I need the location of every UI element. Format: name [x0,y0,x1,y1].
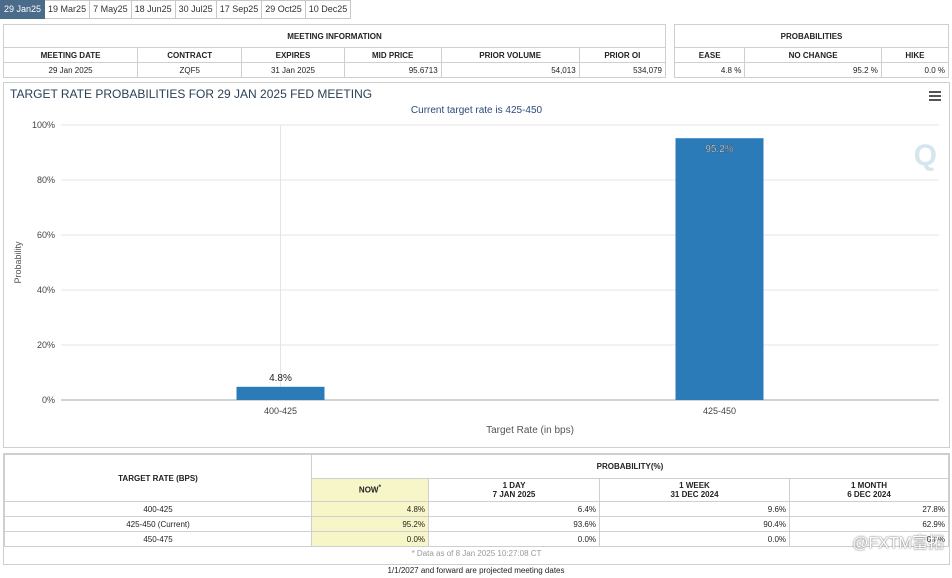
meeting-date-value: 29 Jan 2025 [2,62,139,78]
probability-history-panel: TARGET RATE (BPS) PROBABILITY(%) NOW* 1 … [3,453,950,565]
expires-value: 31 Jan 2025 [241,62,345,78]
table-row: 400-425 4.8% 6.4% 9.6% 27.8% [4,501,949,517]
rate-cell: 450-475 [4,531,312,547]
col-1week-label: 1 WEEK [679,480,710,490]
one-month-cell: 0.0% [789,531,949,547]
one-week-cell: 90.4% [599,516,790,532]
y-tick-label: 40% [37,285,55,295]
meeting-information-title: MEETING INFORMATION [3,24,666,48]
col-1day-label: 1 DAY [502,480,526,490]
one-week-cell: 0.0% [599,531,790,547]
y-tick-label: 60% [37,230,55,240]
x-tick-label: 425-450 [703,406,736,416]
tab-10-dec25[interactable]: 10 Dec25 [305,0,352,19]
col-1week-header: 1 WEEK 31 DEC 2024 [599,477,790,502]
data-as-of-note: * Data as of 8 Jan 2025 10:27:08 CT [411,549,542,558]
col-now-header: NOW* [311,477,429,502]
y-axis-label: Probability [13,241,23,284]
now-cell: 0.0% [311,531,429,547]
col-now-label: NOW [358,486,379,496]
col-1day-date: 7 JAN 2025 [492,489,536,499]
ease-value: 4.8 % [673,62,746,78]
probability-history-table: TARGET RATE (BPS) PROBABILITY(%) NOW* 1 … [4,454,949,547]
tab-19-mar25[interactable]: 19 Mar25 [45,0,91,19]
probabilities-title: PROBABILITIES [674,24,949,48]
prior-volume-value: 54,013 [440,62,580,78]
table-row: 450-475 0.0% 0.0% 0.0% 0.0% [4,531,949,547]
chart-title: TARGET RATE PROBABILITIES FOR 29 JAN 202… [10,87,373,101]
y-tick-label: 80% [37,175,55,185]
mid-price-value: 95.6713 [343,62,442,78]
fxtm-watermark: @FXTM富拓 [852,535,944,552]
header-hike: HIKE [880,47,950,63]
hamburger-menu-icon[interactable] [929,89,941,103]
one-week-cell: 9.6% [599,501,790,517]
col-1week-date: 31 DEC 2024 [670,489,719,499]
col-1month-label: 1 MONTH [851,480,887,490]
rate-cell: 400-425 [4,501,312,517]
col-1day-header: 1 DAY 7 JAN 2025 [428,477,600,502]
probabilities-table: PROBABILITIES EASE NO CHANGE HIKE 4.8 % … [673,24,950,78]
x-axis-label: Target Rate (in bps) [486,425,574,436]
one-month-cell: 27.8% [789,501,949,517]
meeting-information-table: MEETING INFORMATION MEETING DATE CONTRAC… [2,24,667,78]
tab-29-jan25[interactable]: 29 Jan25 [0,0,46,19]
bar-chart: 0% 20% 40% 60% 80% 100% 4.8% 400-425 95.2% 425-45… [13,120,939,436]
tab-29-oct25[interactable]: 29 Oct25 [262,0,306,19]
now-cell: 4.8% [311,501,429,517]
tab-17-sep25[interactable]: 17 Sep25 [216,0,263,19]
chart-panel: TARGET RATE PROBABILITIES FOR 29 JAN 202… [3,82,950,448]
probability-header: PROBABILITY(%) [311,454,949,479]
projected-dates-footer: 1/1/2027 and forward are projected meeti… [387,566,565,575]
y-tick-label: 100% [32,120,55,130]
now-cell: 95.2% [311,516,429,532]
contract-value: ZQF5 [137,62,243,78]
header-mid-price: MID PRICE [343,47,442,63]
header-ease: EASE [673,47,746,63]
one-day-cell: 6.4% [428,501,600,517]
bar [236,386,325,400]
q-logo-icon: Q [913,139,937,172]
table-row: 425-450 (Current) 95.2% 93.6% 90.4% 62.9% [4,516,949,532]
y-tick-label: 20% [37,340,55,350]
tab-7-may25[interactable]: 7 May25 [90,0,132,19]
rate-cell: 425-450 (Current) [4,516,312,532]
one-day-cell: 0.0% [428,531,600,547]
y-tick-label: 0% [42,395,55,405]
prior-oi-value: 534,079 [578,62,667,78]
meeting-tabs: 29 Jan25 19 Mar25 7 May25 18 Jun25 30 Jul25 1… [0,0,352,19]
header-expires: EXPIRES [241,47,345,63]
chart-subtitle: Current target rate is 425-450 [410,105,543,116]
data-label: 95.2% [705,144,733,155]
col-now-mark: * [378,484,382,492]
x-tick-label: 400-425 [264,406,297,416]
header-prior-volume: PRIOR VOLUME [440,47,580,63]
header-meeting-date: MEETING DATE [2,47,139,63]
col-1month-date: 6 DEC 2024 [847,489,891,499]
hike-value: 0.0 % [880,62,950,78]
tab-30-jul25[interactable]: 30 Jul25 [175,0,217,19]
header-contract: CONTRACT [137,47,243,63]
bar [675,138,764,400]
header-prior-oi: PRIOR OI [578,47,667,63]
header-no-change: NO CHANGE [744,47,882,63]
col-1month-header: 1 MONTH 6 DEC 2024 [789,477,949,502]
no-change-value: 95.2 % [744,62,882,78]
one-day-cell: 93.6% [428,516,600,532]
data-label: 4.8% [269,373,292,384]
tab-18-jun25[interactable]: 18 Jun25 [131,0,176,19]
target-rate-header: TARGET RATE (BPS) [4,454,312,502]
